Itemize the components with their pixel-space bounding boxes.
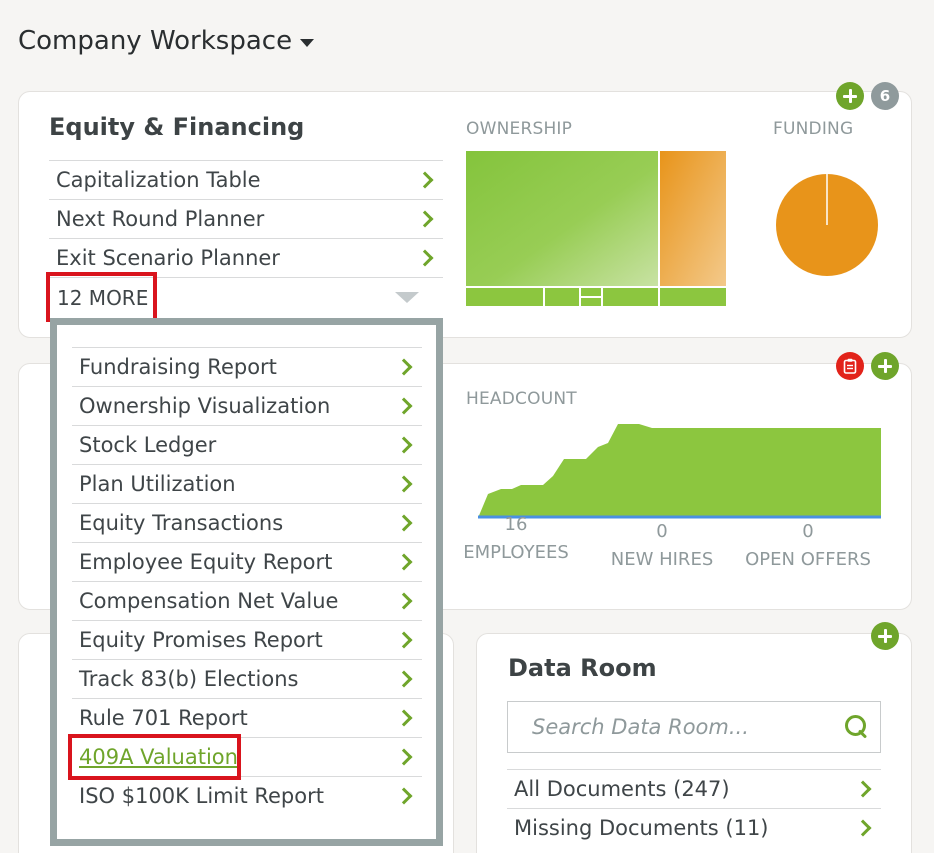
add-icon[interactable] bbox=[871, 352, 899, 380]
headcount-chart[interactable] bbox=[466, 418, 882, 522]
equity-financing-card bbox=[18, 91, 912, 338]
chevron-right-icon bbox=[416, 171, 434, 189]
caret-down-icon bbox=[300, 39, 315, 47]
chevron-right-icon bbox=[395, 358, 413, 376]
count-badge[interactable]: 6 bbox=[871, 82, 899, 110]
chevron-right-icon bbox=[395, 436, 413, 454]
treemap-block[interactable] bbox=[581, 298, 601, 306]
open-offers-count: 0 bbox=[802, 521, 814, 542]
equity-card-title: Equity & Financing bbox=[49, 113, 305, 141]
treemap-block[interactable] bbox=[545, 288, 579, 306]
chevron-right-icon bbox=[395, 709, 413, 727]
more-reports-list: Fundraising Report Ownership Visualizati… bbox=[72, 347, 422, 815]
menu-item-employee-equity-report[interactable]: Employee Equity Report bbox=[72, 542, 422, 581]
ownership-treemap[interactable] bbox=[466, 151, 726, 306]
more-reports-dropdown: Fundraising Report Ownership Visualizati… bbox=[50, 318, 443, 846]
treemap-block[interactable] bbox=[603, 288, 658, 306]
data-room-search-input[interactable] bbox=[532, 715, 844, 739]
treemap-block[interactable] bbox=[660, 288, 726, 306]
chevron-right-icon bbox=[395, 748, 413, 766]
data-room-links: All Documents (247) Missing Documents (1… bbox=[507, 769, 881, 847]
clipboard-glyph bbox=[843, 358, 857, 374]
equity-links: Capitalization Table Next Round Planner … bbox=[49, 160, 443, 277]
menu-item-409a-valuation[interactable]: 409A Valuation bbox=[72, 737, 422, 776]
add-icon[interactable] bbox=[871, 622, 899, 650]
link-all-documents[interactable]: All Documents (247) bbox=[507, 769, 881, 808]
link-missing-documents[interactable]: Missing Documents (11) bbox=[507, 808, 881, 847]
data-room-card bbox=[476, 633, 912, 853]
menu-item-equity-promises-report[interactable]: Equity Promises Report bbox=[72, 620, 422, 659]
menu-item-iso-100k-limit-report[interactable]: ISO $100K Limit Report bbox=[72, 776, 422, 815]
chevron-right-icon bbox=[395, 787, 413, 805]
employees-label: EMPLOYEES bbox=[463, 542, 569, 563]
link-capitalization-table[interactable]: Capitalization Table bbox=[49, 160, 443, 199]
chevron-right-icon bbox=[395, 553, 413, 571]
chevron-right-icon bbox=[395, 670, 413, 688]
menu-item-track-83b-elections[interactable]: Track 83(b) Elections bbox=[72, 659, 422, 698]
chevron-right-icon bbox=[395, 631, 413, 649]
menu-item-fundraising-report[interactable]: Fundraising Report bbox=[72, 347, 422, 386]
funding-pie[interactable] bbox=[775, 173, 879, 277]
menu-item-equity-transactions[interactable]: Equity Transactions bbox=[72, 503, 422, 542]
chevron-right-icon bbox=[395, 475, 413, 493]
workspace-title: Company Workspace bbox=[18, 26, 293, 56]
open-offers-label: OPEN OFFERS bbox=[745, 549, 871, 570]
add-icon[interactable] bbox=[836, 82, 864, 110]
treemap-block[interactable] bbox=[581, 288, 601, 296]
chevron-right-icon bbox=[395, 397, 413, 415]
data-room-search[interactable] bbox=[507, 701, 881, 753]
new-hires-label: NEW HIRES bbox=[610, 549, 714, 570]
data-room-title: Data Room bbox=[508, 654, 657, 682]
menu-item-plan-utilization[interactable]: Plan Utilization bbox=[72, 464, 422, 503]
headcount-label: HEADCOUNT bbox=[466, 389, 577, 409]
menu-item-stock-ledger[interactable]: Stock Ledger bbox=[72, 425, 422, 464]
chevron-right-icon bbox=[416, 249, 434, 267]
headcount-area[interactable] bbox=[478, 424, 881, 518]
treemap-block-orange[interactable] bbox=[660, 151, 726, 286]
funding-label: FUNDING bbox=[773, 119, 854, 139]
ownership-label: OWNERSHIP bbox=[466, 119, 573, 139]
triangle-down-icon[interactable] bbox=[395, 292, 419, 303]
link-next-round-planner[interactable]: Next Round Planner bbox=[49, 199, 443, 238]
menu-item-ownership-visualization[interactable]: Ownership Visualization bbox=[72, 386, 422, 425]
treemap-block[interactable] bbox=[466, 288, 543, 306]
chevron-right-icon bbox=[854, 780, 872, 798]
workspace-selector[interactable]: Company Workspace bbox=[18, 26, 315, 56]
menu-item-rule-701-report[interactable]: Rule 701 Report bbox=[72, 698, 422, 737]
chevron-right-icon bbox=[395, 592, 413, 610]
chevron-right-icon bbox=[854, 819, 872, 837]
new-hires-count: 0 bbox=[656, 521, 668, 542]
treemap-block-main[interactable] bbox=[466, 151, 658, 286]
clipboard-icon[interactable] bbox=[836, 352, 864, 380]
employees-count: 16 bbox=[504, 514, 528, 535]
chevron-right-icon bbox=[416, 210, 434, 228]
chevron-right-icon bbox=[395, 514, 413, 532]
more-toggle-row[interactable]: 12 MORE bbox=[49, 277, 443, 316]
link-exit-scenario-planner[interactable]: Exit Scenario Planner bbox=[49, 238, 443, 277]
more-toggle[interactable]: 12 MORE bbox=[57, 286, 149, 310]
menu-item-compensation-net-value[interactable]: Compensation Net Value bbox=[72, 581, 422, 620]
search-icon[interactable] bbox=[844, 714, 870, 740]
